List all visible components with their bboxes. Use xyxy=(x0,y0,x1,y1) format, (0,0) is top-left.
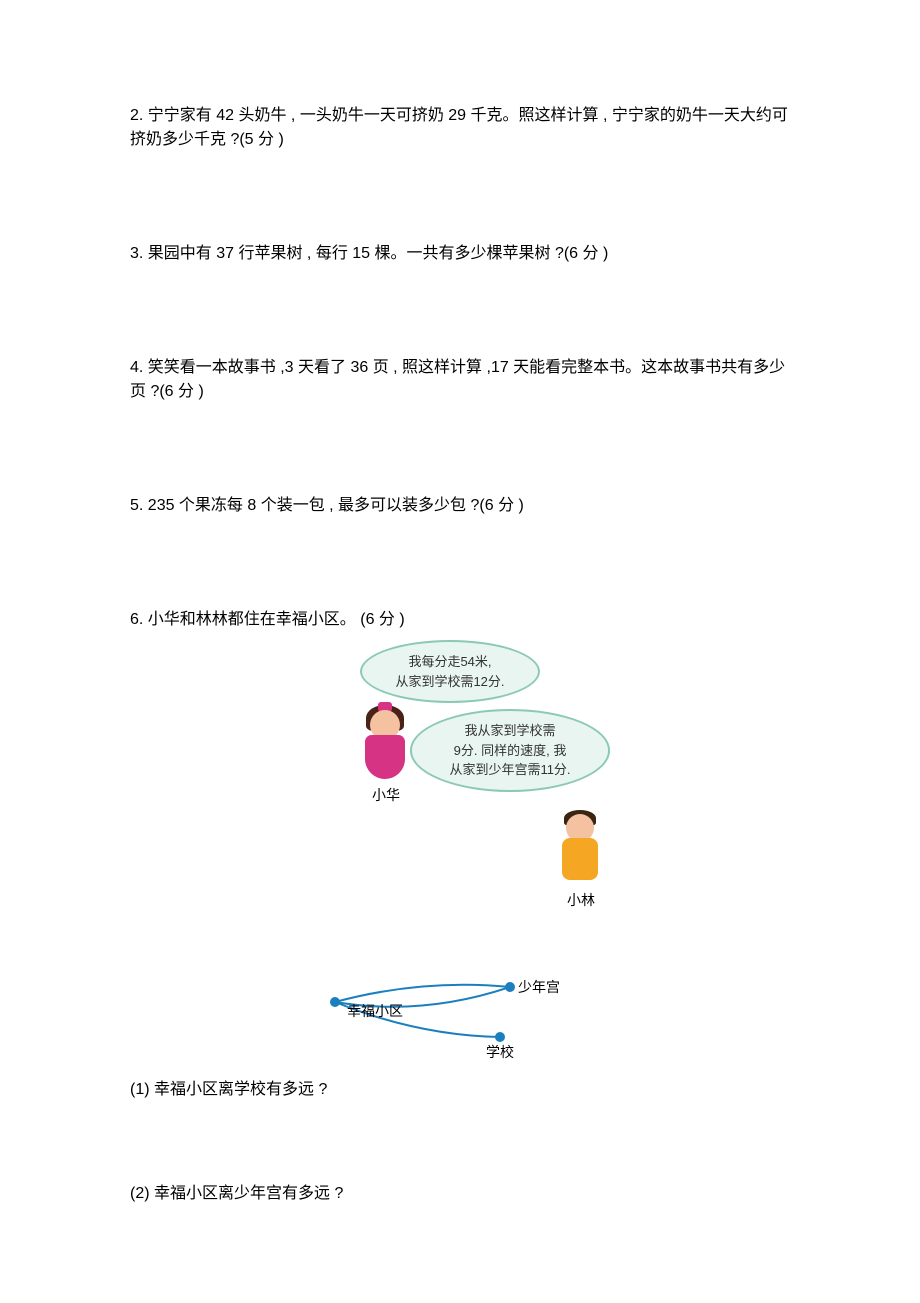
svg-text:幸福小区: 幸福小区 xyxy=(347,1003,403,1019)
question-2-text: 2. 宁宁家有 42 头奶牛 , 一头奶牛一天可挤奶 29 千克。照这样计算 ,… xyxy=(130,104,790,152)
speech-bubble-girl: 我每分走54米, 从家到学校需12分. xyxy=(360,640,540,703)
character-boy: 小林 xyxy=(555,810,605,888)
question-6-sub2: (2) 幸福小区离少年宫有多远 ? xyxy=(130,1182,790,1206)
girl-icon xyxy=(360,705,410,783)
girl-name-label: 小华 xyxy=(372,785,400,806)
question-5-text: 5. 235 个果冻每 8 个装一包 , 最多可以装多少包 ?(6 分 ) xyxy=(130,494,790,518)
boy-name-label: 小林 xyxy=(567,890,595,911)
map-diagram: 幸福小区 少年宫学校 xyxy=(310,947,610,1062)
speech-bubble-boy: 我从家到学校需 9分. 同样的速度, 我 从家到少年宫需11分. xyxy=(410,709,610,792)
bubble2-line1: 我从家到学校需 xyxy=(428,721,592,741)
bubble1-line1: 我每分走54米, xyxy=(378,652,522,672)
bubble2-line2: 9分. 同样的速度, 我 xyxy=(428,741,592,761)
question-3: 3. 果园中有 37 行苹果树 , 每行 15 棵。一共有多少棵苹果树 ?(6 … xyxy=(130,242,790,266)
question-4: 4. 笑笑看一本故事书 ,3 天看了 36 页 , 照这样计算 ,17 天能看完… xyxy=(130,356,790,404)
boy-icon xyxy=(555,810,605,888)
question-4-text: 4. 笑笑看一本故事书 ,3 天看了 36 页 , 照这样计算 ,17 天能看完… xyxy=(130,356,790,404)
character-girl: 小华 xyxy=(360,705,410,783)
illustration-container: 我每分走54米, 从家到学校需12分. 小华 我从家到学校需 9分. 同样的速度… xyxy=(310,640,610,1070)
question-6: 6. 小华和林林都住在幸福小区。 (6 分 ) 我每分走54米, 从家到学校需1… xyxy=(130,608,790,1206)
bubble1-line2: 从家到学校需12分. xyxy=(378,672,522,692)
question-6-intro: 6. 小华和林林都住在幸福小区。 (6 分 ) xyxy=(130,608,790,632)
question-3-text: 3. 果园中有 37 行苹果树 , 每行 15 棵。一共有多少棵苹果树 ?(6 … xyxy=(130,242,790,266)
question-5: 5. 235 个果冻每 8 个装一包 , 最多可以装多少包 ?(6 分 ) xyxy=(130,494,790,518)
question-6-sub1: (1) 幸福小区离学校有多远 ? xyxy=(130,1078,790,1102)
svg-text:少年宫: 少年宫 xyxy=(518,979,560,995)
question-2: 2. 宁宁家有 42 头奶牛 , 一头奶牛一天可挤奶 29 千克。照这样计算 ,… xyxy=(130,104,790,152)
bubble2-line3: 从家到少年宫需11分. xyxy=(428,760,592,780)
svg-text:学校: 学校 xyxy=(486,1044,514,1060)
